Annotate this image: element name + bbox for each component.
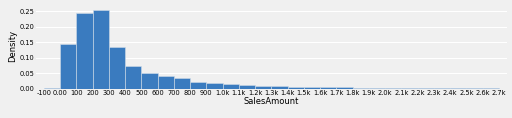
Bar [174,78,190,88]
Bar [223,84,239,88]
X-axis label: SalesAmount: SalesAmount [244,97,299,106]
Y-axis label: Density: Density [8,30,17,62]
Bar [255,86,271,88]
Bar [109,47,125,88]
Bar [239,85,255,88]
Bar [93,10,109,88]
Bar [304,87,320,88]
Bar [158,76,174,88]
Bar [190,82,206,88]
Bar [206,83,223,88]
Bar [288,87,304,88]
Bar [76,13,93,88]
Bar [141,73,158,88]
Bar [271,86,288,88]
Bar [60,44,76,88]
Bar [336,87,353,88]
Bar [320,87,336,88]
Bar [125,66,141,88]
